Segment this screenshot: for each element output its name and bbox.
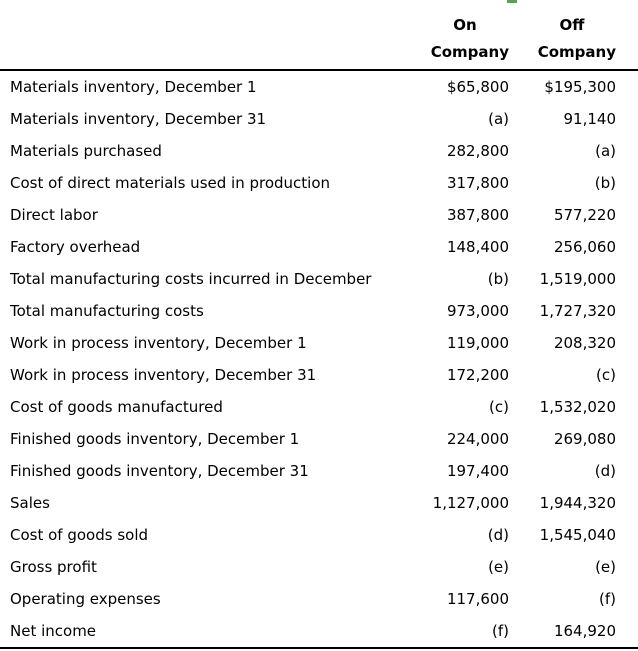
row-label: Finished goods inventory, December 1	[10, 430, 300, 448]
row-label: Gross profit	[10, 558, 97, 576]
off-company-value: 1,545,040	[539, 526, 616, 544]
row-label: Net income	[10, 622, 97, 640]
off-company-value: (f)	[599, 590, 616, 608]
table-row: Finished goods inventory, December 1 224,…	[0, 423, 638, 455]
on-company-value: 172,200	[446, 366, 509, 384]
clipped-green-element-fragment	[507, 0, 517, 3]
table-header-row: On Company Off Company	[0, 0, 638, 71]
off-company-value: (d)	[594, 462, 616, 480]
table-row: Materials inventory, December 1 $65,800 $1…	[0, 71, 638, 103]
off-company-value: (c)	[596, 366, 616, 384]
off-company-value: (e)	[595, 558, 616, 576]
on-company-value: (e)	[488, 558, 509, 576]
on-company-value: 282,800	[446, 142, 509, 160]
on-company-value: 317,800	[446, 174, 509, 192]
off-company-value: 1,519,000	[539, 270, 616, 288]
table-row: Gross profit (e) (e)	[0, 551, 638, 583]
column-header-on-line1: On	[453, 16, 477, 34]
row-label: Direct labor	[10, 206, 98, 224]
row-label: Cost of goods sold	[10, 526, 149, 544]
on-company-value: 973,000	[446, 302, 509, 320]
on-company-value: (f)	[492, 622, 509, 640]
row-label: Cost of goods manufactured	[10, 398, 223, 416]
row-label: Finished goods inventory, December 31	[10, 462, 309, 480]
row-label: Work in process inventory, December 1	[10, 334, 307, 352]
table-row: Factory overhead 148,400 256,060	[0, 231, 638, 263]
on-company-value: $65,800	[446, 78, 509, 96]
off-company-value: 577,220	[553, 206, 616, 224]
off-company-value: 1,944,320	[539, 494, 616, 512]
off-company-value: (a)	[595, 142, 616, 160]
table-row: Net income (f) 164,920	[0, 615, 638, 647]
off-company-value: 91,140	[563, 110, 617, 128]
row-label: Materials purchased	[10, 142, 162, 160]
on-company-value: 224,000	[446, 430, 509, 448]
table-row: Work in process inventory, December 1 119…	[0, 327, 638, 359]
row-label: Total manufacturing costs incurred in De…	[10, 270, 372, 288]
table-row: Cost of direct materials used in product…	[0, 167, 638, 199]
column-header-on-company: On Company	[389, 12, 509, 66]
on-company-value: 117,600	[446, 590, 509, 608]
column-header-off-line1: Off	[559, 16, 585, 34]
on-company-value: 197,400	[446, 462, 509, 480]
table-row: Cost of goods manufactured (c) 1,532,020	[0, 391, 638, 423]
off-company-value: 269,080	[553, 430, 616, 448]
off-company-value: (b)	[594, 174, 616, 192]
off-company-value: 208,320	[553, 334, 616, 352]
column-header-off-line2: Company	[537, 43, 616, 61]
table-row: Operating expenses 117,600 (f)	[0, 583, 638, 615]
table-row: Total manufacturing costs 973,000 1,727,32…	[0, 295, 638, 327]
table-body: Materials inventory, December 1 $65,800 $1…	[0, 71, 638, 649]
off-company-value: 1,532,020	[539, 398, 616, 416]
row-label: Total manufacturing costs	[10, 302, 204, 320]
table-row: Finished goods inventory, December 31 197…	[0, 455, 638, 487]
off-company-value: 256,060	[553, 238, 616, 256]
row-label: Factory overhead	[10, 238, 141, 256]
on-company-value: 119,000	[446, 334, 509, 352]
on-company-value: 387,800	[446, 206, 509, 224]
table-row: Total manufacturing costs incurred in De…	[0, 263, 638, 295]
column-header-on-line2: Company	[430, 43, 509, 61]
on-company-value: 1,127,000	[432, 494, 509, 512]
row-label: Sales	[10, 494, 50, 512]
off-company-value: 164,920	[553, 622, 616, 640]
row-label: Work in process inventory, December 31	[10, 366, 317, 384]
off-company-value: 1,727,320	[539, 302, 616, 320]
column-header-off-company: Off Company	[509, 12, 616, 66]
table-row: Sales 1,127,000 1,944,320	[0, 487, 638, 519]
on-company-value: (b)	[487, 270, 509, 288]
row-label: Cost of direct materials used in product…	[10, 174, 331, 192]
row-label: Materials inventory, December 31	[10, 110, 267, 128]
row-label: Operating expenses	[10, 590, 161, 608]
table-row: Cost of goods sold (d) 1,545,040	[0, 519, 638, 551]
table-row: Materials inventory, December 31 (a) 91,14…	[0, 103, 638, 135]
on-company-value: (d)	[487, 526, 509, 544]
row-label: Materials inventory, December 1	[10, 78, 257, 96]
on-company-value: (c)	[489, 398, 509, 416]
on-company-value: (a)	[488, 110, 509, 128]
table-row: Work in process inventory, December 31 17…	[0, 359, 638, 391]
table-row: Direct labor 387,800 577,220	[0, 199, 638, 231]
on-company-value: 148,400	[446, 238, 509, 256]
table-row: Materials purchased 282,800 (a)	[0, 135, 638, 167]
off-company-value: $195,300	[544, 78, 616, 96]
